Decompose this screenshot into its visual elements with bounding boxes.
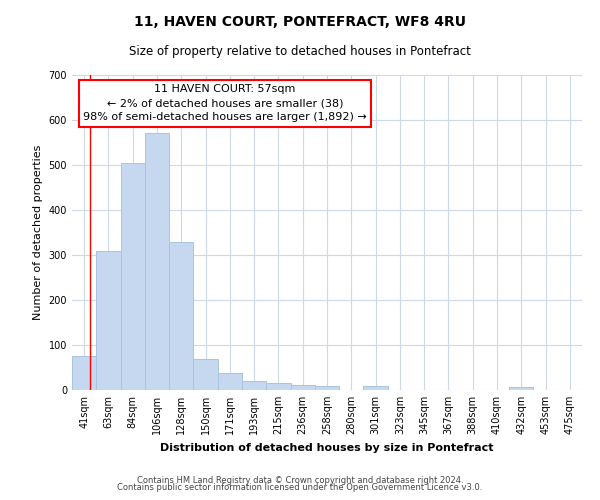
Bar	[145, 132, 169, 390]
Bar	[218, 373, 242, 390]
Text: 11, HAVEN COURT, PONTEFRACT, WF8 4RU: 11, HAVEN COURT, PONTEFRACT, WF8 4RU	[134, 15, 466, 29]
Text: Size of property relative to detached houses in Pontefract: Size of property relative to detached ho…	[129, 45, 471, 58]
Bar	[121, 163, 145, 390]
Bar	[72, 356, 96, 390]
Y-axis label: Number of detached properties: Number of detached properties	[33, 145, 43, 320]
Bar	[290, 384, 315, 390]
Text: Contains public sector information licensed under the Open Government Licence v3: Contains public sector information licen…	[118, 484, 482, 492]
Bar	[509, 388, 533, 390]
Bar	[96, 250, 121, 390]
Bar	[242, 381, 266, 390]
Bar	[266, 383, 290, 390]
Bar	[364, 386, 388, 390]
Bar	[169, 242, 193, 390]
Bar	[315, 386, 339, 390]
X-axis label: Distribution of detached houses by size in Pontefract: Distribution of detached houses by size …	[160, 442, 494, 452]
Text: 11 HAVEN COURT: 57sqm
← 2% of detached houses are smaller (38)
98% of semi-detac: 11 HAVEN COURT: 57sqm ← 2% of detached h…	[83, 84, 367, 122]
Bar	[193, 360, 218, 390]
Text: Contains HM Land Registry data © Crown copyright and database right 2024.: Contains HM Land Registry data © Crown c…	[137, 476, 463, 485]
